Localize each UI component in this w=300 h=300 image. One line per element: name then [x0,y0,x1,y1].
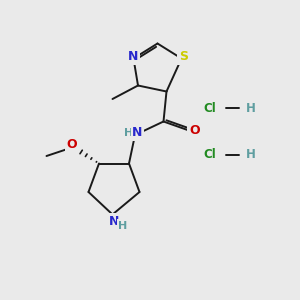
Text: Cl: Cl [203,148,216,161]
Text: H: H [124,128,133,138]
Text: O: O [67,138,77,151]
Text: O: O [189,124,200,137]
Text: N: N [109,214,119,228]
Text: H: H [246,101,256,115]
Text: N: N [128,50,139,64]
Text: H: H [246,148,256,161]
Text: Cl: Cl [203,101,216,115]
Text: S: S [179,50,188,64]
Text: N: N [132,126,142,139]
Text: H: H [118,221,127,231]
